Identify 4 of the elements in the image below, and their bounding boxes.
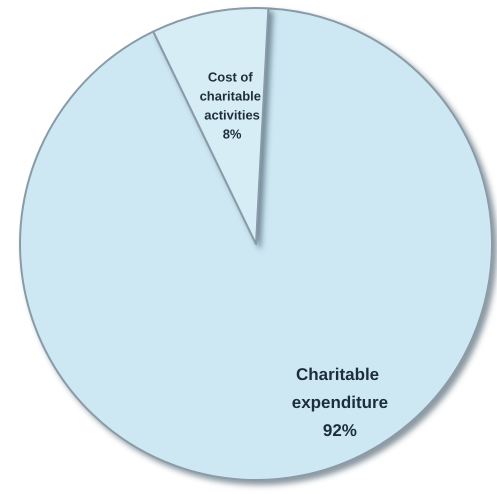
slice-label: Cost of charitable activities <box>200 69 265 122</box>
data-label: 92% <box>322 421 357 440</box>
data-label: 8% <box>222 126 242 142</box>
slice-label: Charitable expenditure <box>292 365 388 412</box>
